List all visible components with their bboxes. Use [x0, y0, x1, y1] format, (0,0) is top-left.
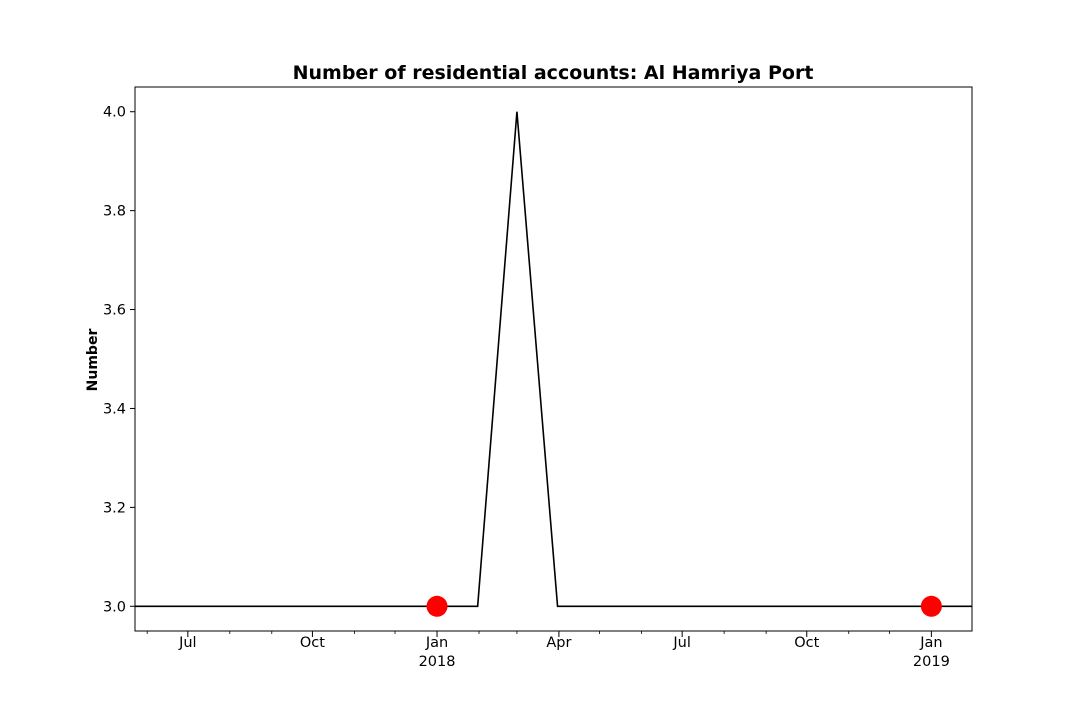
data-point-marker — [426, 595, 448, 617]
x-axis: Jul Oct Jan 2018 Apr Jul Oct Jan 2019 — [146, 631, 950, 670]
y-tick-label: 3.6 — [103, 303, 126, 319]
y-tick-label: 3.2 — [103, 500, 126, 516]
x-tick-label: Apr — [546, 635, 571, 651]
x-tick-label: Jan — [425, 635, 448, 651]
series-line-0 — [135, 111, 972, 608]
x-tick-label: Jul — [672, 635, 691, 651]
y-tick-label: 3.8 — [103, 204, 126, 220]
x-tick-label: Oct — [794, 635, 819, 651]
plot-frame — [134, 86, 973, 632]
plot-area — [135, 111, 972, 617]
x-tick-year-label: 2019 — [913, 654, 950, 670]
chart-title: Number of residential accounts: Al Hamri… — [293, 62, 814, 84]
y-tick-label: 3.4 — [103, 401, 126, 417]
x-tick-label: Jan — [919, 635, 942, 651]
x-tick-year-label: 2018 — [419, 654, 456, 670]
x-tick-label: Oct — [300, 635, 325, 651]
x-tick-label: Jul — [178, 635, 197, 651]
y-axis-label: Number — [85, 329, 101, 392]
data-point-marker — [920, 595, 942, 617]
y-tick-label: 3.0 — [103, 599, 126, 615]
y-axis: 3.0 3.2 3.4 3.6 3.8 4.0 — [103, 105, 135, 615]
y-tick-label: 4.0 — [103, 105, 126, 121]
